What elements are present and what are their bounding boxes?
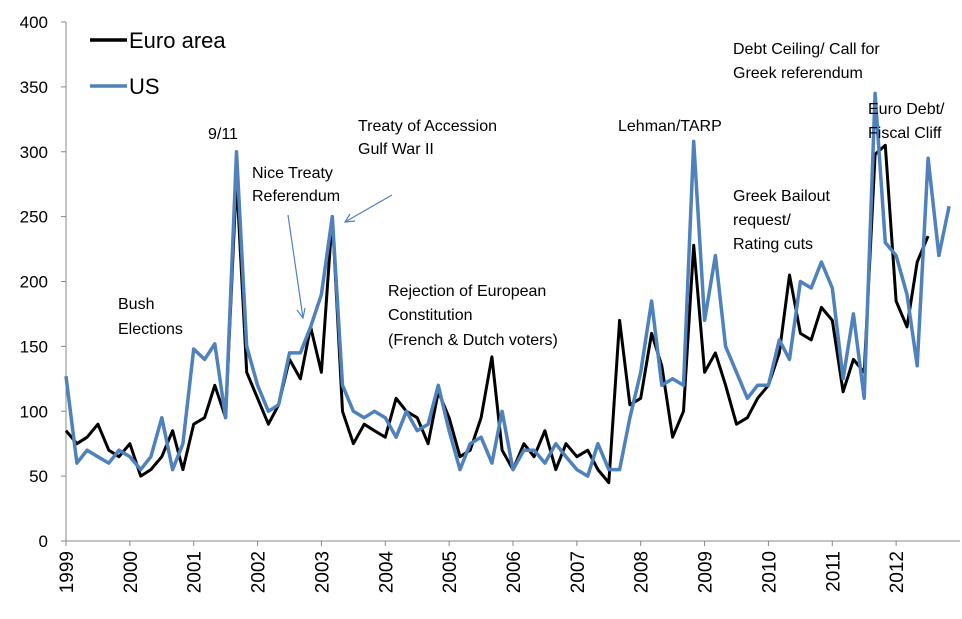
x-tick-label: 2002 — [249, 551, 270, 593]
x-tick-label: 2012 — [887, 551, 908, 593]
arrow — [287, 214, 304, 319]
x-tick-label: 2007 — [568, 551, 589, 593]
series-line — [64, 91, 951, 478]
y-tick-label: 150 — [20, 337, 48, 356]
annotation: Fiscal Cliff — [868, 125, 942, 142]
y-tick-label: 100 — [20, 402, 48, 421]
annotation: Constitution — [388, 307, 473, 324]
annotation: Rating cuts — [733, 236, 813, 253]
annotation: Euro Debt/ — [868, 101, 945, 118]
legend-label: US — [129, 74, 160, 99]
annotation: 9/11 — [208, 126, 238, 143]
y-tick-label: 400 — [20, 13, 48, 32]
annotation: Referendum — [252, 188, 340, 205]
x-tick-label: 2009 — [696, 551, 717, 593]
annotation: Bush — [118, 296, 154, 313]
x-tick-label: 2010 — [759, 551, 780, 593]
x-tick-label: 2008 — [632, 551, 653, 593]
y-tick-label: 200 — [20, 273, 48, 292]
annotation: Greek Bailout — [733, 188, 830, 205]
annotation: Treaty of Accession — [358, 118, 497, 135]
y-tick-label: 0 — [39, 532, 48, 551]
x-tick-label: 2004 — [376, 551, 397, 594]
annotation: Rejection of European — [388, 283, 546, 300]
y-tick-label: 300 — [20, 143, 48, 162]
annotation: Elections — [118, 321, 183, 338]
annotation: Lehman/TARP — [618, 118, 722, 135]
series-line — [64, 143, 930, 485]
x-tick-label: 1999 — [57, 551, 78, 593]
y-tick-label: 350 — [20, 78, 48, 97]
arrow-head — [343, 213, 356, 223]
x-tick-label: 2011 — [823, 551, 844, 592]
annotation: (French & Dutch voters) — [388, 332, 558, 349]
x-tick-label: 2003 — [312, 551, 333, 593]
legend-label: Euro area — [129, 28, 226, 53]
annotation: Debt Ceiling/ Call for — [733, 41, 880, 58]
x-tick-label: 2000 — [121, 551, 142, 593]
x-tick-label: 2005 — [440, 551, 461, 593]
annotation: Greek referendum — [733, 65, 863, 82]
annotation: Gulf War II — [358, 141, 434, 158]
x-tick-label: 2006 — [504, 551, 525, 593]
arrow-head — [296, 307, 306, 320]
y-tick-label: 250 — [20, 208, 48, 227]
y-tick-label: 50 — [29, 467, 48, 486]
annotation: Nice Treaty — [252, 165, 333, 182]
arrow — [344, 194, 393, 223]
x-tick-label: 2001 — [185, 551, 206, 593]
annotation: request/ — [733, 212, 791, 229]
